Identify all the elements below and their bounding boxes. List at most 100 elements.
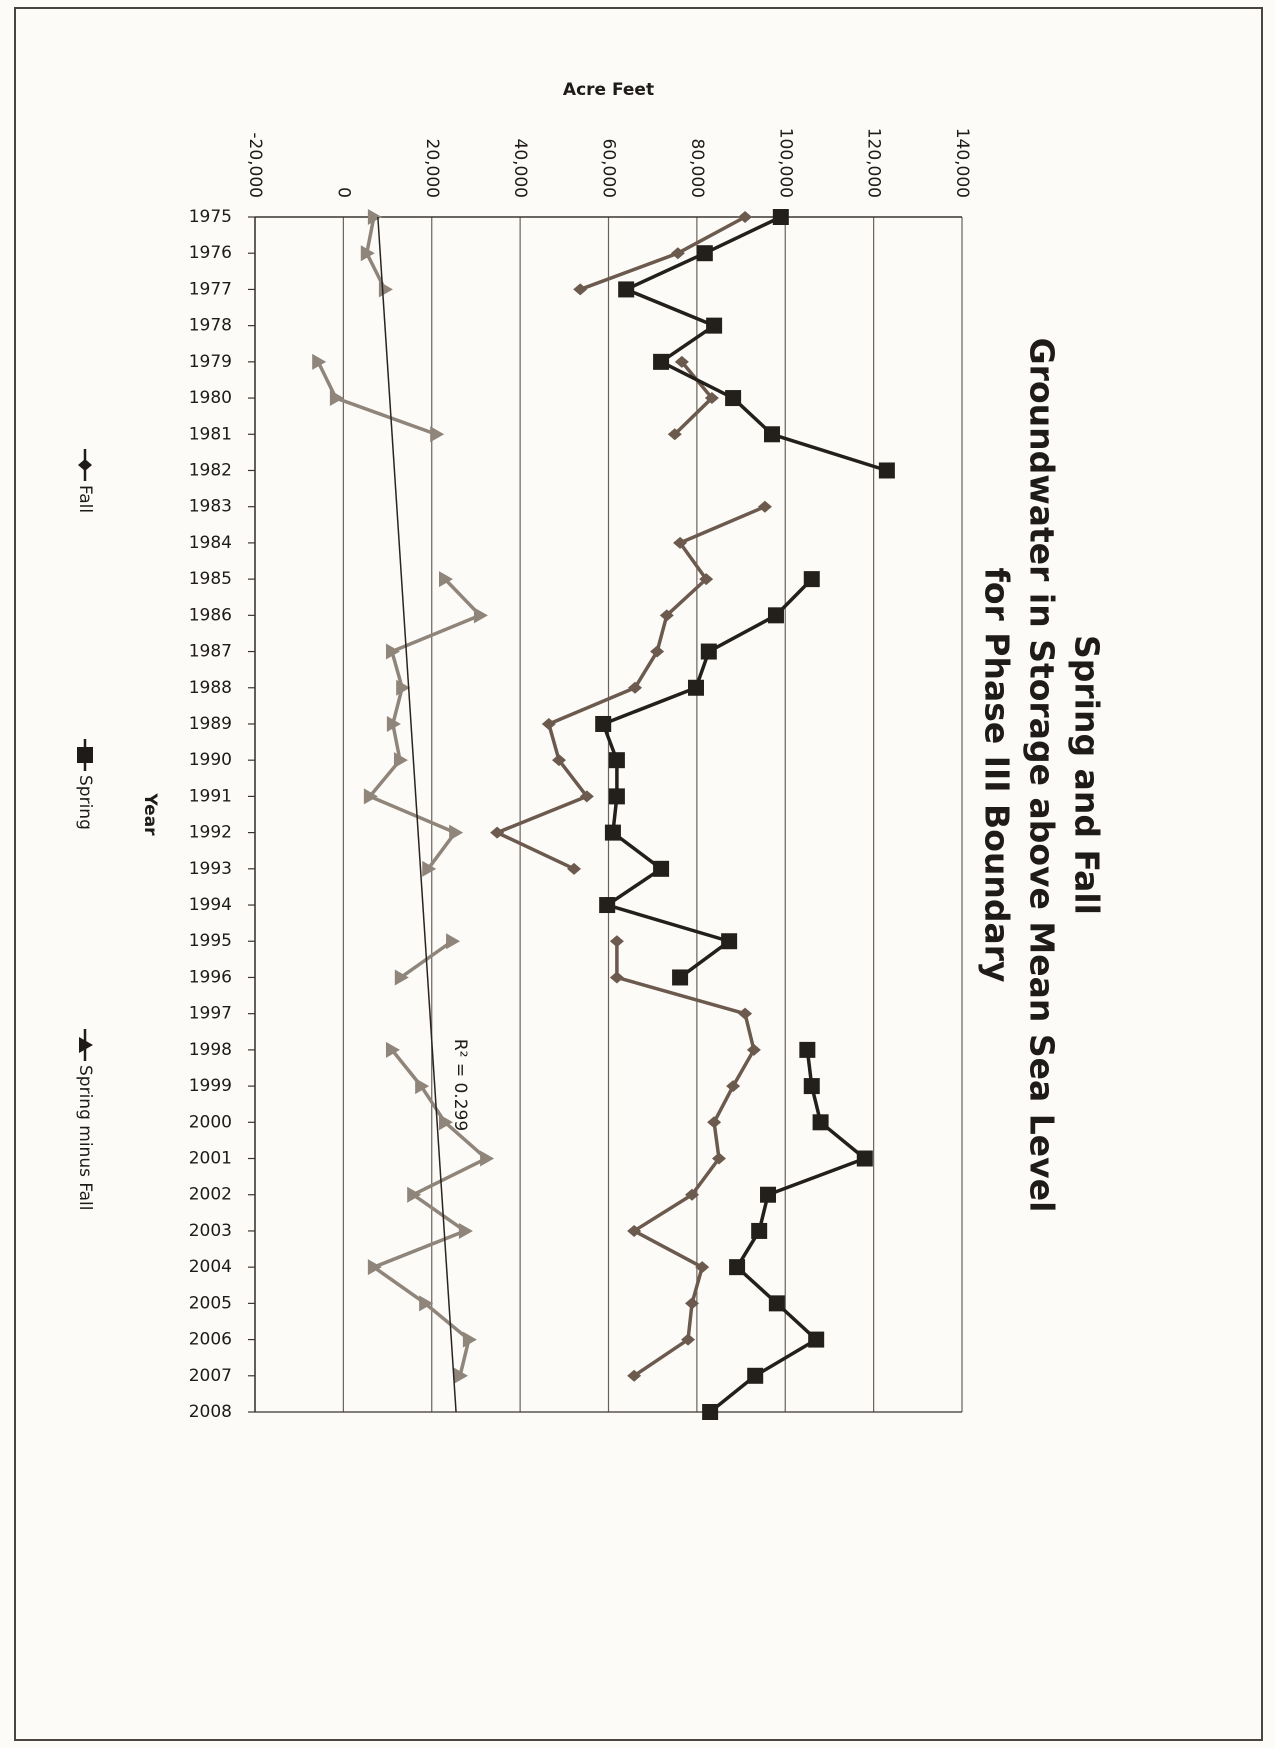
chart-title: Spring and Fall [1068,635,1107,915]
marker-square [763,426,780,443]
marker-square [696,245,713,262]
x-tick-label: 1982 [189,460,232,480]
y-tick-label: 20,000 [422,139,442,198]
marker-diamond [627,1369,642,1382]
marker-triangle [329,390,344,407]
marker-square [706,317,723,334]
marker-diamond [627,1224,642,1237]
x-tick-label: 1990 [189,750,232,770]
trendline [377,216,457,1413]
marker-triangle [415,1078,430,1095]
marker-triangle [312,353,327,370]
marker-square [768,1295,785,1312]
marker-diamond [685,1297,700,1310]
y-tick-label: 120,000 [864,128,884,198]
marker-diamond [738,1007,753,1020]
marker-triangle [430,426,445,443]
marker-triangle [439,1114,454,1131]
x-tick-label: 2003 [189,1221,232,1241]
y-axis-title: Acre Feet [563,80,654,100]
marker-diamond [695,1261,710,1274]
marker-diamond [681,1333,696,1346]
x-tick-label: 2005 [189,1293,232,1313]
marker-diamond [579,790,594,803]
legend-marker [77,747,93,763]
x-tick-label: 2002 [189,1185,232,1205]
marker-triangle [367,1259,382,1276]
marker-diamond [628,681,643,694]
x-tick-label: 1998 [189,1040,232,1060]
x-tick-label: 1984 [189,533,232,553]
marker-square [725,390,742,407]
marker-triangle [449,824,464,841]
marker-square [653,860,670,877]
x-tick-label: 1991 [189,786,232,806]
marker-square [687,679,704,696]
x-tick-label: 1986 [189,605,232,625]
marker-diamond [711,1152,726,1165]
y-tick-label: 140,000 [952,128,972,198]
marker-diamond [552,754,567,767]
marker-diamond [738,211,753,223]
y-tick-label: 100,000 [775,128,795,198]
chart-title: Groundwater in Storage above Mean Sea Le… [1023,338,1062,1213]
x-tick-label: 1993 [189,859,232,879]
marker-diamond [667,428,682,441]
x-tick-label: 1985 [189,569,232,589]
marker-diamond [685,1188,700,1201]
x-tick-label: 2001 [189,1149,232,1169]
x-tick-label: 1987 [189,642,232,662]
marker-triangle [386,715,401,732]
marker-triangle [393,752,408,769]
y-tick-label: 80,000 [687,139,707,198]
marker-triangle [473,607,488,624]
x-tick-label: 1999 [189,1076,232,1096]
legend-label: Spring [75,775,95,830]
marker-diamond [726,1080,741,1093]
marker-diamond [746,1043,761,1056]
x-tick-label: 2000 [189,1112,232,1132]
marker-diamond [757,500,772,513]
marker-diamond [609,935,624,948]
frame [14,7,1263,1741]
y-tick-label: 40,000 [510,139,530,198]
marker-square [729,1259,746,1276]
trendline-label: R² = 0.299 [450,1039,470,1131]
x-tick-label: 1995 [189,931,232,951]
marker-triangle [407,1186,422,1203]
x-tick-label: 1989 [189,714,232,734]
marker-triangle [480,1150,495,1167]
marker-square [799,1041,816,1058]
marker-triangle [360,245,375,262]
chart-title: for Phase III Boundary [978,567,1017,982]
marker-diamond [699,573,714,586]
marker-diamond [670,247,685,260]
marker-square [856,1150,873,1167]
marker-square [767,607,784,624]
x-tick-label: 1983 [189,497,232,517]
marker-square [878,462,895,479]
marker-square [595,715,612,732]
legend-marker [78,459,92,471]
marker-triangle [454,1367,469,1384]
x-tick-label: 1996 [189,967,232,987]
marker-square [803,571,820,588]
marker-square [608,788,625,805]
marker-triangle [363,788,378,805]
marker-square [721,933,738,950]
marker-diamond [650,645,665,658]
marker-triangle [422,860,437,877]
marker-square [618,281,635,298]
marker-square [747,1367,764,1384]
marker-triangle [439,571,454,588]
x-tick-label: 1997 [189,1004,232,1024]
x-tick-label: 1976 [189,243,232,263]
marker-triangle [458,1222,473,1239]
marker-triangle [394,969,409,986]
y-tick-label: -20,000 [245,132,265,198]
marker-diamond [674,355,689,368]
x-tick-label: 2007 [189,1366,232,1386]
